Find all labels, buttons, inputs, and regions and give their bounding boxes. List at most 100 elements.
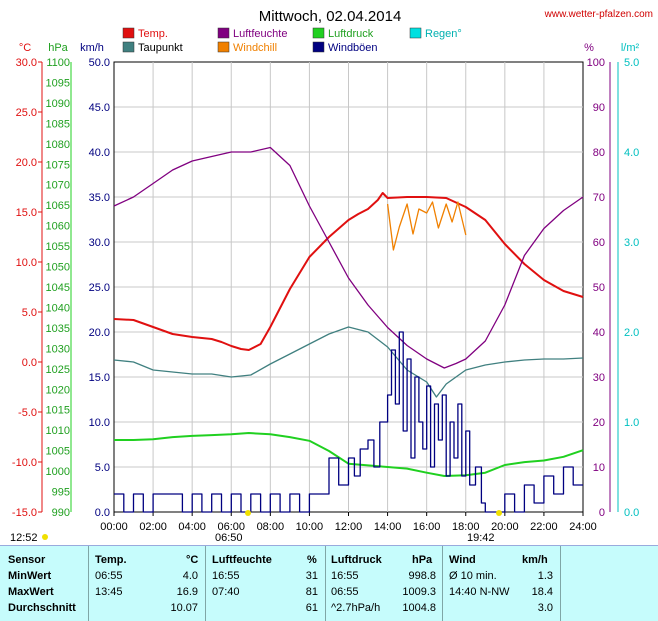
tick-kmh: 10.0 — [89, 417, 110, 429]
tick-pct: 40 — [593, 327, 605, 339]
stat-t-val: 16.9 — [176, 586, 198, 598]
tick-pct: 100 — [587, 57, 605, 69]
tick-hpa: 1085 — [46, 118, 70, 130]
stat-h-val: 31 — [305, 570, 318, 582]
tick-hpa: 1030 — [46, 343, 70, 355]
tick-kmh: 15.0 — [89, 372, 110, 384]
tick-c: -5.0 — [18, 407, 37, 419]
tick-pct: 50 — [593, 282, 605, 294]
stats-table: Sensor Temp. °C Luftfeuchte % Luftdruck … — [0, 545, 658, 621]
tick-hpa: 1020 — [46, 384, 70, 396]
stat-w-val: 18.4 — [531, 586, 553, 598]
tick-pct: 70 — [593, 192, 605, 204]
tick-kmh: 0.0 — [95, 507, 110, 519]
tick-time: 20:00 — [491, 521, 519, 533]
stat-h-time: 07:40 — [212, 586, 240, 598]
tick-time: 16:00 — [413, 521, 441, 533]
hdr-temp: Temp. — [95, 554, 127, 566]
tick-hpa: 1050 — [46, 262, 70, 274]
stat-p-val: 998.8 — [408, 570, 436, 582]
hdr-hum-unit: % — [307, 554, 317, 566]
site-url[interactable]: www.wetter-pfalzen.com — [544, 9, 653, 20]
tick-kmh: 25.0 — [89, 282, 110, 294]
unit-c: °C — [19, 42, 31, 54]
hdr-hum: Luftfeuchte — [212, 554, 272, 566]
stat-t-time: 06:55 — [95, 570, 123, 582]
tick-hpa: 1040 — [46, 302, 70, 314]
tick-hpa: 990 — [52, 507, 70, 519]
legend-label: Taupunkt — [138, 42, 183, 54]
stat-label: MaxWert — [8, 586, 54, 598]
tick-lm2: 2.0 — [624, 327, 639, 339]
stat-h-val: 81 — [305, 586, 318, 598]
plot-area — [113, 61, 584, 513]
tick-lm2: 1.0 — [624, 417, 639, 429]
tick-hpa: 1080 — [46, 139, 70, 151]
sun-icon — [42, 534, 48, 540]
hdr-press: Luftdruck — [331, 554, 382, 566]
legend-label: Windböen — [328, 42, 378, 54]
sunrise-icon — [245, 510, 251, 516]
series-line-taupunkt — [113, 326, 584, 398]
tick-hpa: 1055 — [46, 241, 70, 253]
legend-swatch — [122, 27, 135, 39]
stat-w-desc: 14:40 N-NW — [449, 586, 510, 598]
tick-c: 20.0 — [16, 157, 37, 169]
legend-label: Luftdruck — [328, 28, 374, 40]
tick-time: 06:00 — [217, 521, 245, 533]
stat-label: Durchschnitt — [8, 602, 76, 614]
legend-label: Temp. — [138, 28, 168, 40]
tick-pct: 20 — [593, 417, 605, 429]
tick-pct: 0 — [599, 507, 605, 519]
tick-time: 00:00 — [100, 521, 128, 533]
legend-label: Regen° — [425, 28, 462, 40]
tick-c: 15.0 — [16, 207, 37, 219]
tick-c: -10.0 — [12, 457, 37, 469]
legend-label: Luftfeuchte — [233, 28, 287, 40]
tick-hpa: 1060 — [46, 221, 70, 233]
unit-hpa: hPa — [48, 42, 68, 54]
tick-lm2: 0.0 — [624, 507, 639, 519]
legend-swatch — [122, 41, 135, 53]
tick-hpa: 995 — [52, 487, 70, 499]
tick-pct: 90 — [593, 102, 605, 114]
stat-p-val: 1004.8 — [402, 602, 436, 614]
tick-hpa: 1025 — [46, 364, 70, 376]
tick-time: 24:00 — [569, 521, 597, 533]
tick-time: 12:00 — [335, 521, 363, 533]
legend-swatch — [409, 27, 422, 39]
tick-c: 25.0 — [16, 107, 37, 119]
stat-t-time: 13:45 — [95, 586, 123, 598]
tick-kmh: 50.0 — [89, 57, 110, 69]
tick-hpa: 1005 — [46, 446, 70, 458]
hdr-press-unit: hPa — [412, 554, 433, 566]
legend-swatch — [217, 41, 230, 53]
tick-c: -15.0 — [12, 507, 37, 519]
chart-title: Mittwoch, 02.04.2014 — [259, 8, 402, 25]
tick-c: 30.0 — [16, 57, 37, 69]
stat-w-val: 1.3 — [537, 570, 553, 582]
series-line-luftfeuchte — [113, 146, 584, 369]
hdr-wind-unit: km/h — [522, 554, 548, 566]
tick-lm2: 3.0 — [624, 237, 639, 249]
stat-t-val: 4.0 — [182, 570, 198, 582]
tick-hpa: 1035 — [46, 323, 70, 335]
tick-hpa: 1010 — [46, 425, 70, 437]
tick-pct: 60 — [593, 237, 605, 249]
tick-time: 02:00 — [139, 521, 167, 533]
tick-hpa: 1100 — [46, 57, 70, 69]
tick-pct: 10 — [593, 462, 605, 474]
tick-kmh: 5.0 — [95, 462, 110, 474]
legend-label: Windchill — [233, 42, 277, 54]
stat-p-time: 16:55 — [331, 570, 359, 582]
hdr-wind: Wind — [449, 554, 476, 566]
tick-kmh: 30.0 — [89, 237, 110, 249]
marker-left-time: 12:52 — [10, 532, 38, 544]
tick-c: 5.0 — [22, 307, 37, 319]
tick-kmh: 45.0 — [89, 102, 110, 114]
tick-time: 04:00 — [178, 521, 206, 533]
tick-kmh: 40.0 — [89, 147, 110, 159]
sun-markers: 12:52 06:50 19:42 — [10, 510, 502, 544]
stat-h-val: 61 — [305, 602, 318, 614]
legend-swatch — [217, 27, 230, 39]
